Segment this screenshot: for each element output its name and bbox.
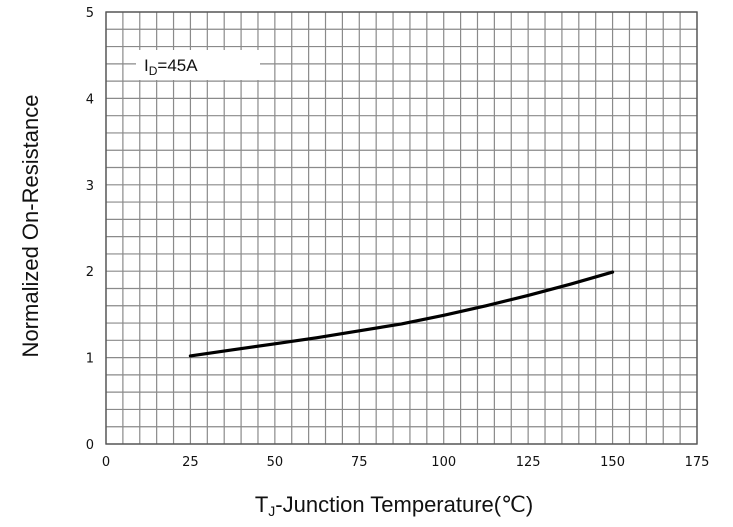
y-tick-label: 1 xyxy=(86,352,94,367)
grid xyxy=(105,11,698,445)
x-tick-label: 150 xyxy=(600,455,625,470)
y-tick-label: 0 xyxy=(86,438,94,453)
x-tick-label: 100 xyxy=(431,455,456,470)
y-tick-label: 3 xyxy=(86,179,94,194)
x-tick-label: 75 xyxy=(351,455,368,470)
annotation-box xyxy=(136,50,260,80)
tick-labels: 0 25 50 75 100 125 150 175 0 1 2 3 4 5 xyxy=(86,6,710,470)
x-tick-label: 25 xyxy=(182,455,199,470)
y-tick-label: 5 xyxy=(86,6,94,21)
y-axis-title: Normalized On-Resistance xyxy=(18,95,43,358)
x-axis-title-sub: J xyxy=(268,503,275,519)
x-tick-label: 125 xyxy=(516,455,541,470)
plot-frame xyxy=(105,11,698,445)
x-tick-label: 0 xyxy=(102,455,110,470)
y-tick-label: 4 xyxy=(86,92,94,107)
annotation-label: ID=45A xyxy=(144,56,198,78)
resistance-curve xyxy=(188,270,615,358)
annotation-rest: =45A xyxy=(157,56,198,75)
y-tick-label: 2 xyxy=(86,265,94,280)
x-tick-label: 50 xyxy=(267,455,284,470)
annotation-main: I xyxy=(144,56,149,75)
x-axis-title-rest: -Junction Temperature(℃) xyxy=(275,492,533,517)
x-axis-title-main: T xyxy=(255,492,268,517)
x-axis-title: TJ-Junction Temperature(℃) xyxy=(255,492,533,519)
curve-layer xyxy=(188,270,615,358)
annotation-sub: D xyxy=(149,64,158,78)
x-tick-label: 175 xyxy=(685,455,710,470)
